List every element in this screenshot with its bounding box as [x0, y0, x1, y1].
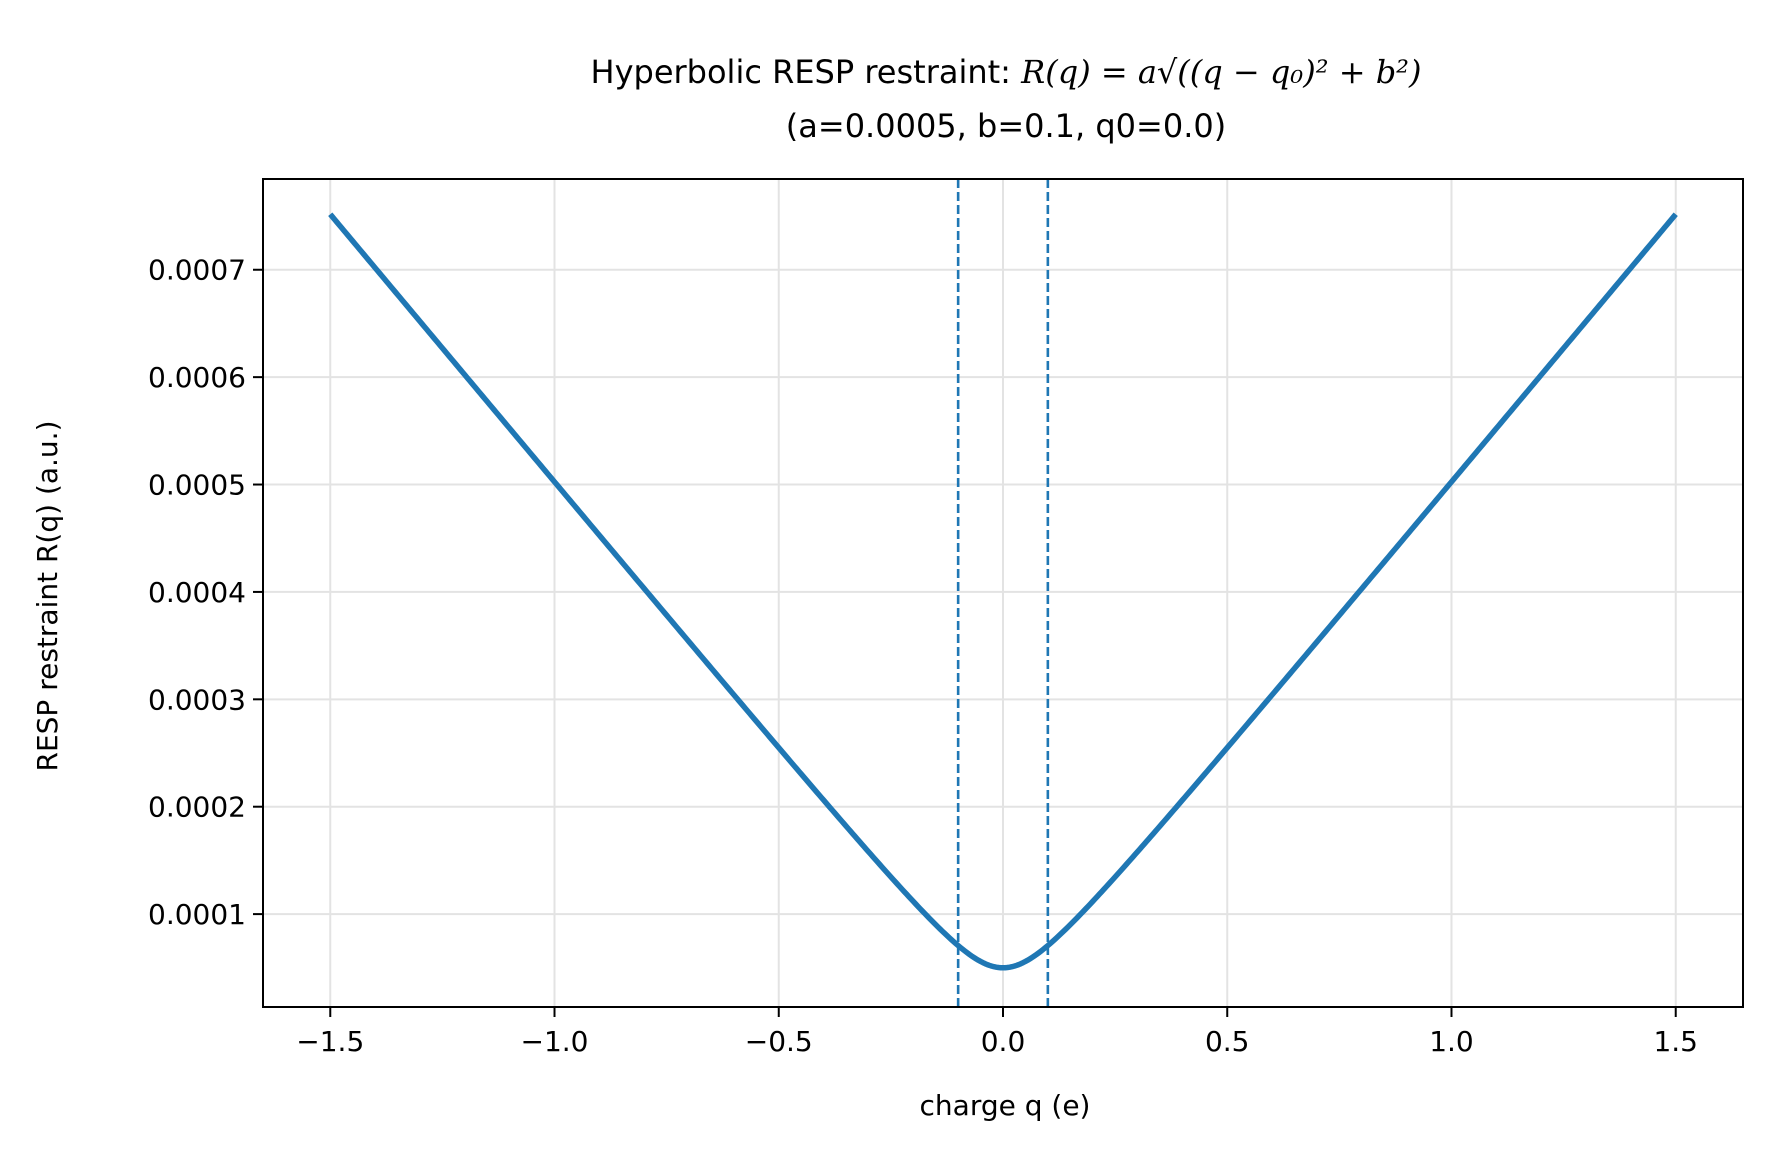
x-tick-label: 1.5 — [1653, 1025, 1698, 1058]
grid — [263, 179, 1743, 1007]
x-tick-label: −1.0 — [521, 1025, 589, 1058]
x-axis-label: charge q (e) — [920, 1089, 1091, 1122]
y-tick-label: 0.0005 — [148, 469, 246, 502]
chart-title-line2: (a=0.0005, b=0.1, q0=0.0) — [786, 107, 1226, 145]
y-tick-label: 0.0004 — [148, 576, 246, 609]
y-tick-label: 0.0003 — [148, 683, 246, 716]
chart-title-line1: Hyperbolic RESP restraint: R(q) = a√((q … — [591, 53, 1422, 91]
x-tick-label: −0.5 — [745, 1025, 813, 1058]
y-tick-label: 0.0006 — [148, 361, 246, 394]
axis-ticks: −1.5 −1.0 −0.5 0.0 0.5 1.0 1.5 0.0001 0.0002 0.00… — [148, 254, 1698, 1058]
y-tick-label: 0.0002 — [148, 791, 246, 824]
plot-data — [328, 179, 1678, 1007]
chart-title-text: Hyperbolic RESP restraint: — [591, 53, 1022, 91]
chart-title-formula: R(q) = a√((q − q₀)² + b²) — [1020, 53, 1421, 91]
y-tick-label: 0.0001 — [148, 898, 246, 931]
x-tick-label: 0.0 — [981, 1025, 1026, 1058]
y-axis-label: RESP restraint R(q) (a.u.) — [31, 421, 64, 772]
x-tick-label: 1.0 — [1429, 1025, 1474, 1058]
x-tick-label: −1.5 — [296, 1025, 364, 1058]
y-tick-label: 0.0007 — [148, 254, 246, 287]
restraint-curve — [328, 212, 1678, 971]
x-tick-label: 0.5 — [1205, 1025, 1250, 1058]
